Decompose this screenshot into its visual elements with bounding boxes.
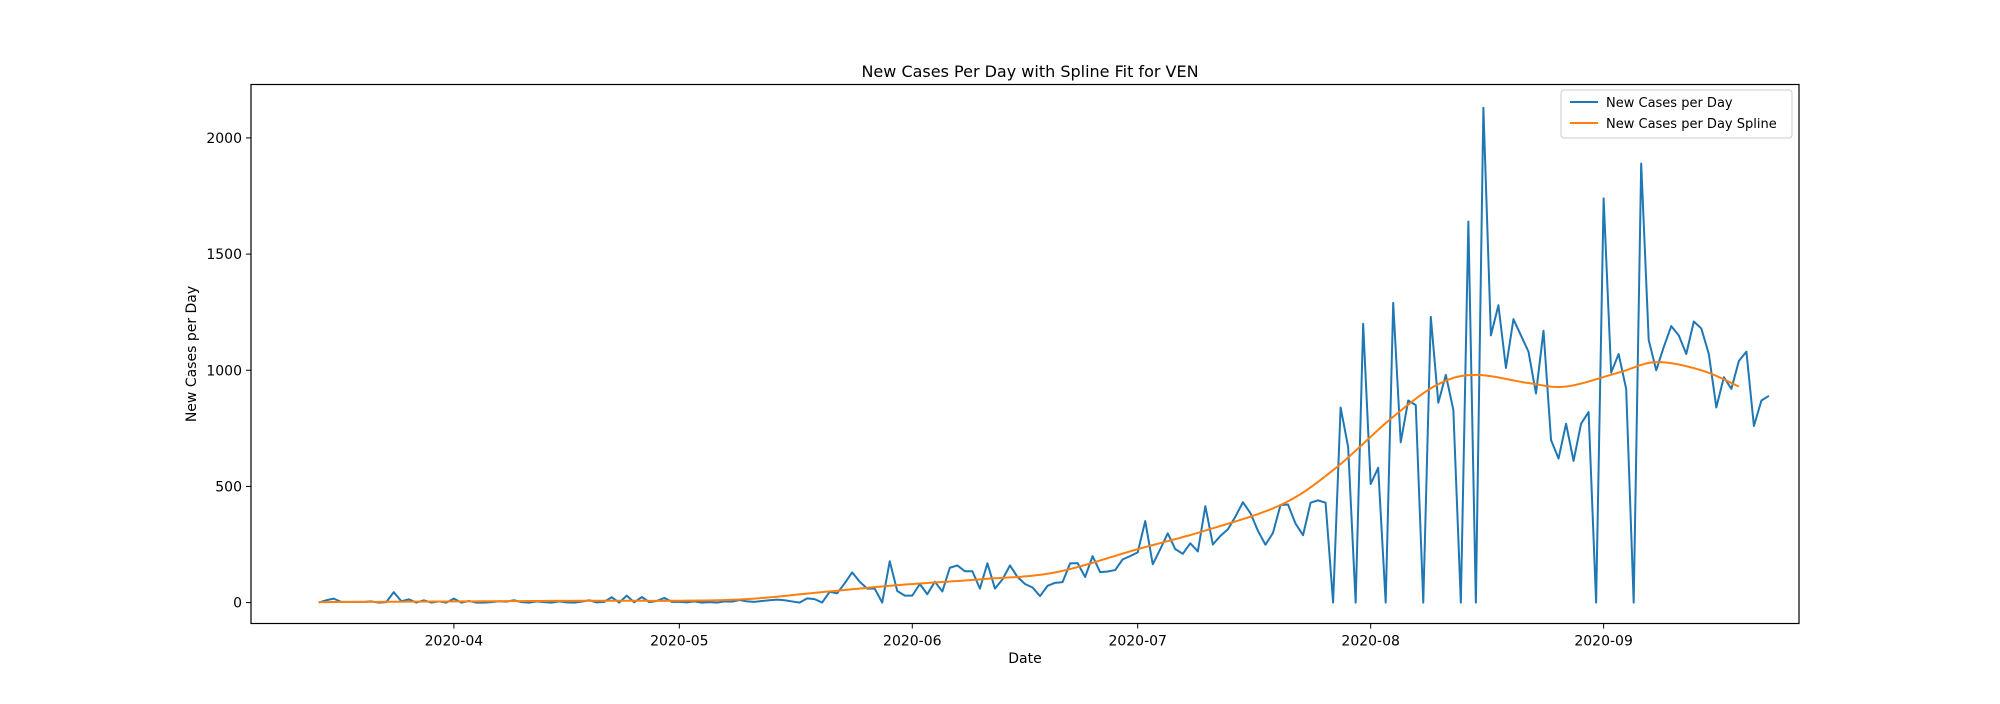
y-tick-label: 500	[215, 479, 242, 495]
plot-border	[250, 83, 1800, 625]
y-tick-label: 1000	[206, 363, 242, 379]
y-tick-label: 2000	[206, 131, 242, 147]
y-axis-label: New Cases per Day	[184, 286, 200, 422]
legend-label-new-cases: New Cases per Day	[1606, 96, 1733, 111]
x-axis: 2020-04 2020-05 2020-06 2020-07 2020-08 2020-…	[425, 623, 1633, 650]
y-axis: 0 500 1000 1500 2000	[206, 131, 251, 612]
chart-title: New Cases Per Day with Spline Fit for VE…	[861, 62, 1198, 81]
plot-frame	[251, 84, 1799, 624]
x-tick-label: 2020-04	[425, 634, 484, 650]
series-layer	[318, 106, 1770, 604]
y-tick-label: 0	[233, 596, 242, 612]
legend-box	[1560, 89, 1793, 139]
legend-label-spline: New Cases per Day Spline	[1606, 117, 1777, 132]
x-tick-label: 2020-05	[650, 634, 709, 650]
x-tick-label: 2020-09	[1574, 634, 1633, 650]
x-tick-label: 2020-06	[883, 634, 942, 650]
series-line-spline	[318, 361, 1740, 604]
y-tick-label: 1500	[206, 247, 242, 263]
x-axis-label: Date	[1008, 651, 1041, 667]
x-tick-label: 2020-07	[1108, 634, 1167, 650]
x-tick-label: 2020-08	[1341, 634, 1400, 650]
plot-area	[251, 84, 1799, 624]
legend: New Cases per Day New Cases per Day Spli…	[1560, 89, 1793, 139]
